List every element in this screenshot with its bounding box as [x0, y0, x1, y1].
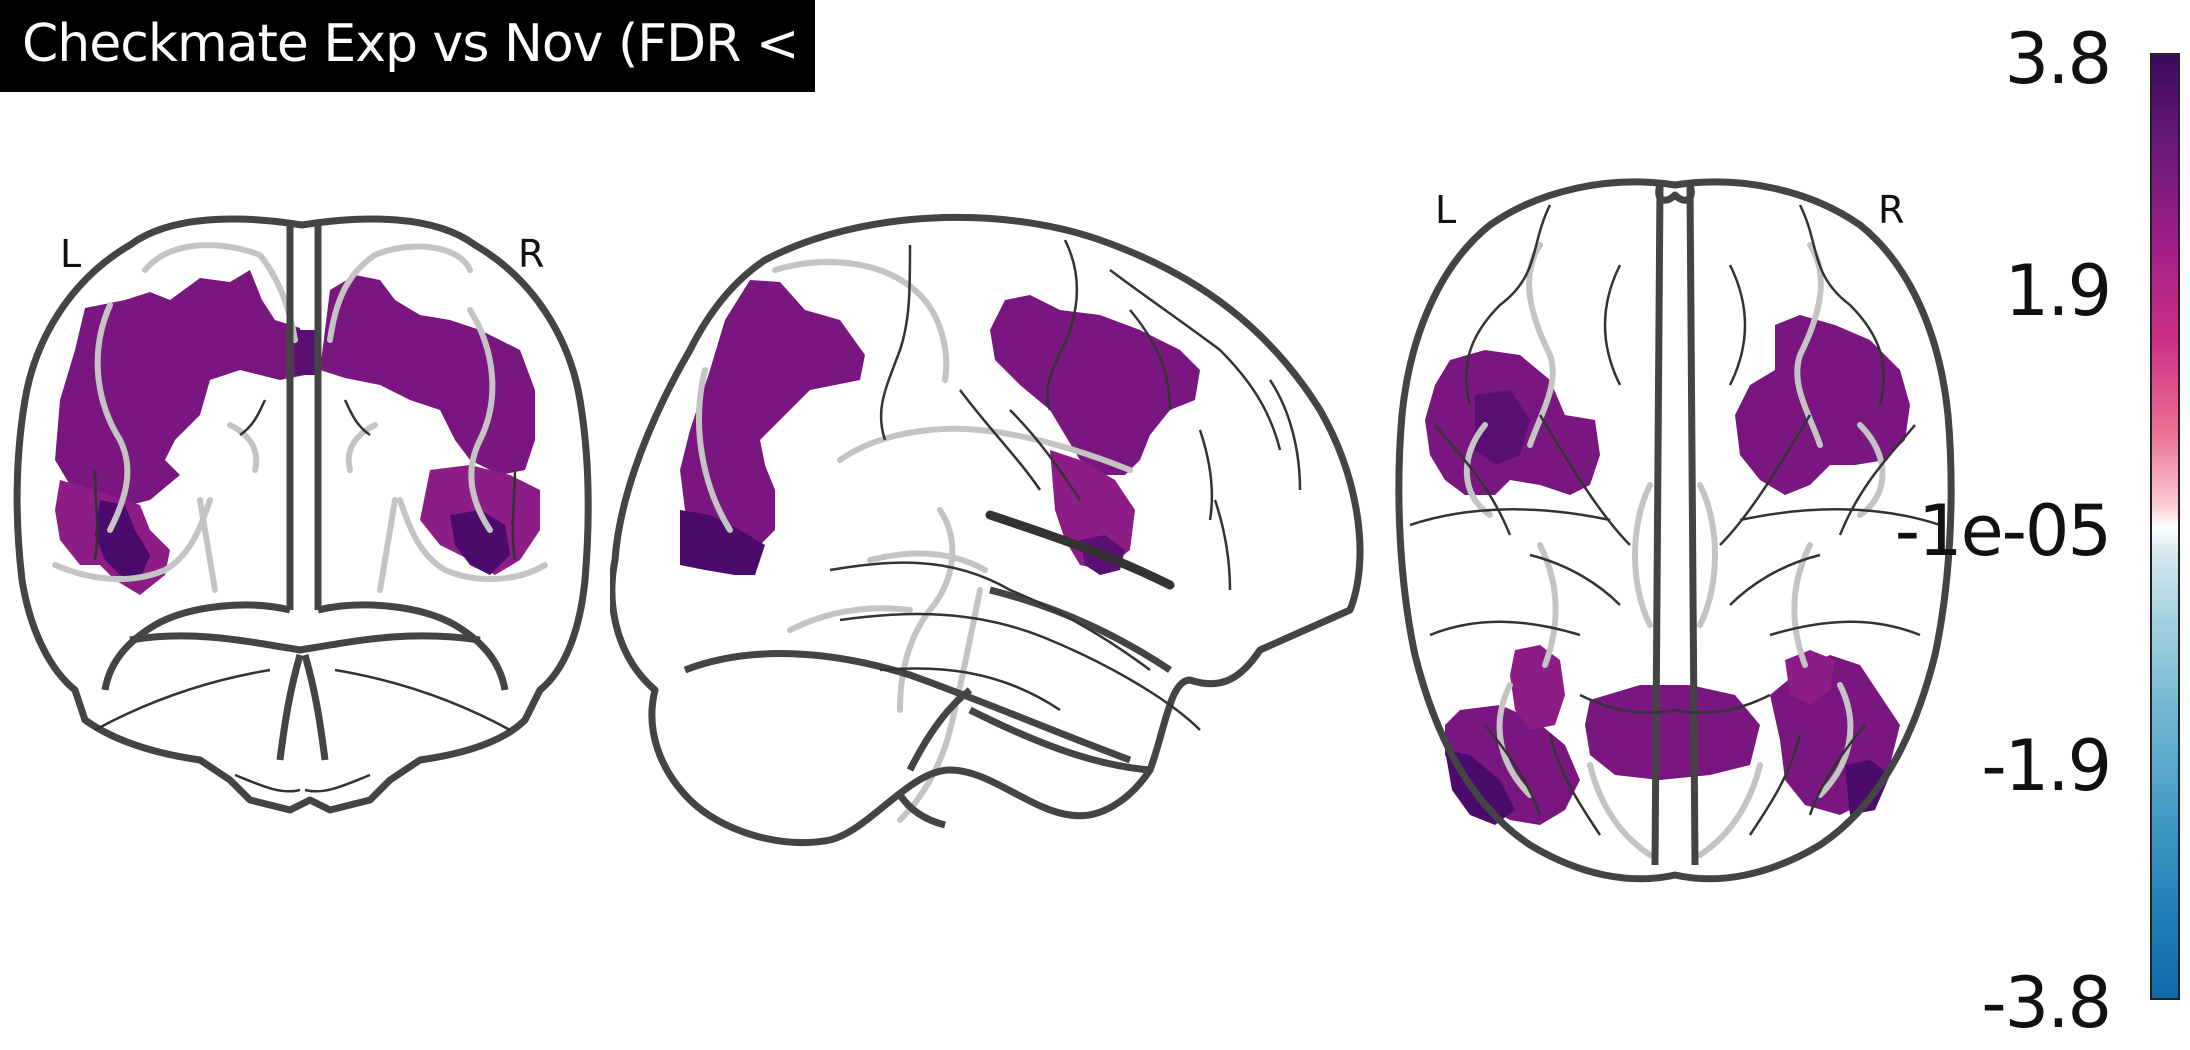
colorbar-tick-high: 1.9 [2004, 250, 2112, 332]
sagittal-outline [610, 213, 1364, 847]
coronal-view [13, 215, 592, 814]
axial-blob-right-frontal [1735, 315, 1910, 495]
coronal-left-label-text: L [60, 232, 82, 276]
axial-activation [1425, 315, 1910, 825]
figure-title: Checkmate Exp vs Nov (FDR < .05) [22, 14, 914, 74]
coronal-blob-midline [295, 330, 315, 375]
sagittal-view [610, 213, 1364, 847]
coronal-activation [55, 270, 540, 595]
colorbar-tick-low: -1.9 [1981, 725, 2112, 807]
coronal-right-label-text: R [518, 232, 545, 276]
axial-blob-left-frontal-dark [1475, 390, 1530, 465]
axial-blob-left-parietal [1510, 645, 1565, 730]
title-box: Checkmate Exp vs Nov (FDR < .05) [0, 0, 914, 92]
coronal-outline [13, 215, 592, 814]
colorbar-tick-center: -1e-05 [1894, 490, 2112, 572]
colorbar-tick-min: -3.8 [1981, 962, 2112, 1044]
colorbar [2150, 53, 2180, 1000]
axial-blob-right-parietal [1785, 650, 1835, 705]
sagittal-blob-frontal [680, 280, 865, 545]
axial-left-label-text: L [1435, 188, 1457, 232]
coronal-blob-left-dark [95, 500, 150, 580]
coronal-blob-right-dark [450, 510, 510, 575]
sagittal-blob-frontal-dark [680, 510, 765, 575]
axial-blob-midline-posterior [1585, 685, 1760, 780]
coronal-blob-left-upper [55, 270, 305, 505]
axial-blob-right-posterior-dark [1845, 760, 1890, 815]
sagittal-blob-parietal [990, 295, 1200, 475]
axial-outline [1395, 178, 1955, 883]
colorbar-tick-max: 3.8 [2004, 18, 2112, 100]
coronal-blob-right-upper [320, 275, 535, 475]
sagittal-contours [696, 259, 1133, 823]
coronal-contours [52, 242, 548, 593]
axial-right-label-text: R [1878, 188, 1905, 232]
axial-view [1395, 178, 1955, 883]
